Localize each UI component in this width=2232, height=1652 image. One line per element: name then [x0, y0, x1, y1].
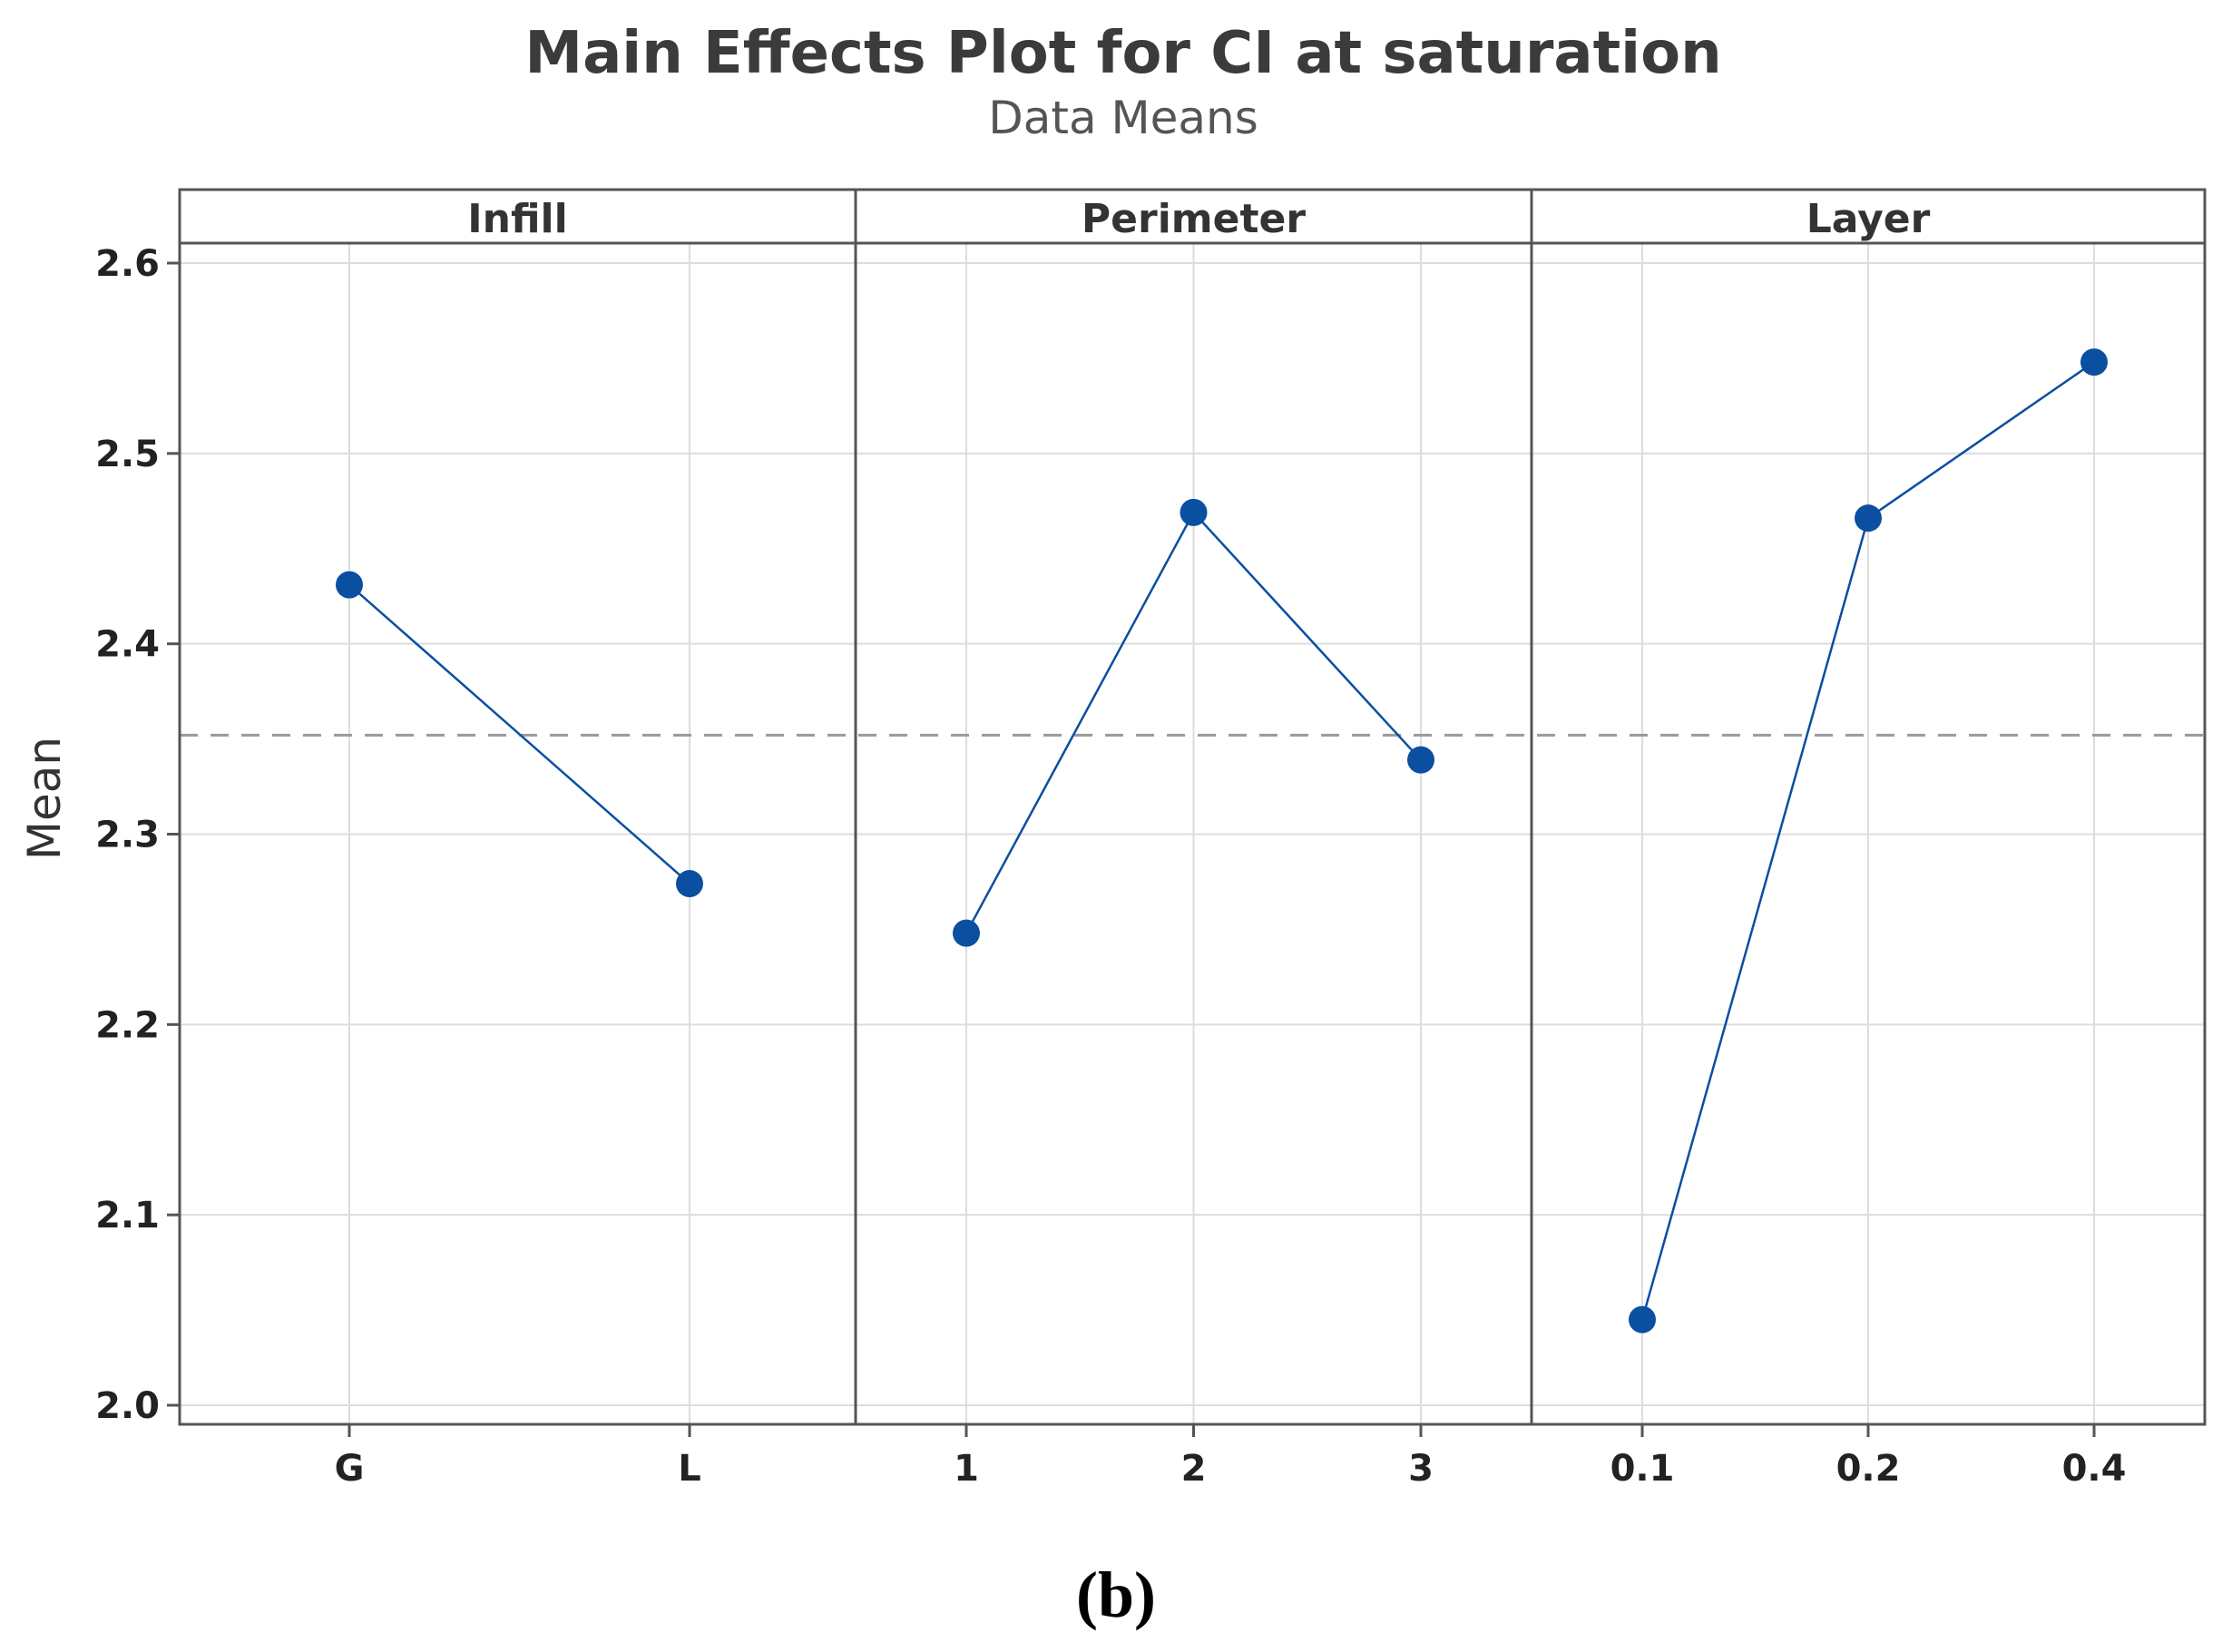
data-point-infill [676, 870, 703, 898]
data-point-layer [1629, 1305, 1656, 1334]
x-tick-label-perimeter: 2 [1181, 1448, 1207, 1490]
series-line-infill [348, 583, 690, 885]
x-tick-label-infill: G [335, 1448, 365, 1490]
y-axis-title: Mean [18, 737, 71, 860]
x-tick-label-layer: 0.1 [1610, 1448, 1675, 1490]
data-point-perimeter [1180, 498, 1208, 526]
x-tick-label-layer: 0.2 [1836, 1448, 1901, 1490]
plot-area: Infill Perimeter Layer 2.0 2.1 2.2 2.3 2.4 2.5 2.… [95, 188, 2207, 1490]
plot-frame [178, 188, 2207, 1426]
panel-strip-layer [1530, 188, 2207, 245]
data-point-layer [2080, 348, 2108, 376]
x-tick-label-perimeter: 1 [954, 1448, 979, 1490]
panel-strip-infill [178, 188, 857, 245]
y-tick-label: 2.3 [95, 815, 160, 856]
y-tick-label: 2.5 [95, 434, 160, 475]
y-tick-label: 2.2 [95, 1004, 160, 1046]
panel-label-perimeter: Perimeter [1082, 196, 1306, 242]
y-tick-label: 2.6 [95, 243, 160, 285]
data-point-perimeter [953, 919, 980, 947]
chart-subtitle: Data Means [988, 92, 1258, 144]
x-tick-label-perimeter: 3 [1408, 1448, 1434, 1490]
panel-label-layer: Layer [1806, 196, 1931, 242]
data-point-infill [336, 571, 363, 599]
y-tick-label: 2.4 [95, 624, 160, 666]
x-tick-label-layer: 0.4 [2062, 1448, 2127, 1490]
data-point-perimeter [1407, 746, 1434, 774]
y-tick-label: 2.1 [95, 1195, 160, 1237]
chart-title: Main Effects Plot for CI at saturation [524, 20, 1721, 87]
data-point-layer [1855, 504, 1882, 533]
y-tick-label: 2.0 [95, 1385, 160, 1427]
panel-label-infill: Infill [467, 196, 567, 242]
figure-caption: (b) [1076, 1559, 1156, 1631]
x-tick-label-infill: L [678, 1448, 701, 1490]
